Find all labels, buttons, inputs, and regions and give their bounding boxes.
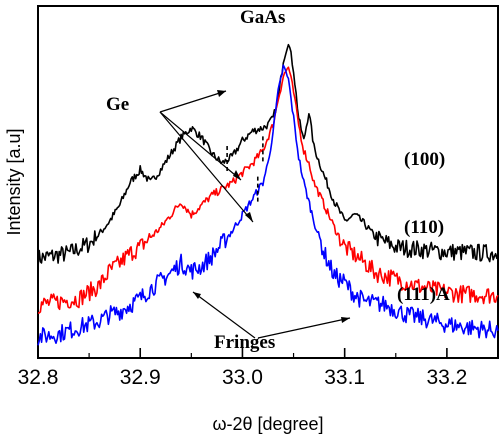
ge-arrowhead-110 xyxy=(233,170,241,180)
x-tick-label: 33.0 xyxy=(222,366,263,389)
ge-arrowhead-111a xyxy=(245,212,253,222)
fringes-arrow-right xyxy=(257,317,351,339)
fringes-arrowhead-right xyxy=(341,317,350,323)
series-line-100 xyxy=(37,43,499,268)
x-tick-label: 32.8 xyxy=(18,366,59,389)
x-tick-label: 32.9 xyxy=(120,366,161,389)
annotation-111a: (111)A xyxy=(397,284,450,305)
x-tick-label: 33.2 xyxy=(426,366,467,389)
x-axis-ticks xyxy=(37,348,448,358)
x-axis-title: ω-2θ [degree] xyxy=(212,414,323,434)
annotation-gaas: GaAs xyxy=(240,7,285,28)
plot-area xyxy=(37,5,499,359)
ge-arrow-100 xyxy=(159,90,227,113)
x-tick-label: 33.1 xyxy=(324,366,365,389)
annotations: GaAs Ge (100) (110) (111)A Fringes xyxy=(106,7,450,353)
series-line-110 xyxy=(38,66,499,314)
annotation-ge: Ge xyxy=(106,94,129,115)
x-tick-labels: 32.8 32.9 33.0 33.1 33.2 xyxy=(18,366,468,389)
fringes-arrow-left xyxy=(192,291,256,339)
dashed-marker-layer xyxy=(226,136,264,205)
series-layer xyxy=(37,43,499,346)
ge-arrowhead-100 xyxy=(217,90,226,97)
plot-frame xyxy=(37,5,499,359)
annotation-100: (100) xyxy=(404,149,445,170)
series-line-111a xyxy=(37,64,499,346)
ge-arrow-110 xyxy=(159,111,242,181)
fringes-arrowhead-left xyxy=(193,292,201,299)
annotation-arrow-layer xyxy=(159,90,351,339)
ge-arrow-111a xyxy=(159,111,254,223)
annotation-110: (110) xyxy=(404,217,444,238)
y-axis-title: Intensity [a.u] xyxy=(4,128,24,235)
annotation-fringes: Fringes xyxy=(214,332,275,353)
